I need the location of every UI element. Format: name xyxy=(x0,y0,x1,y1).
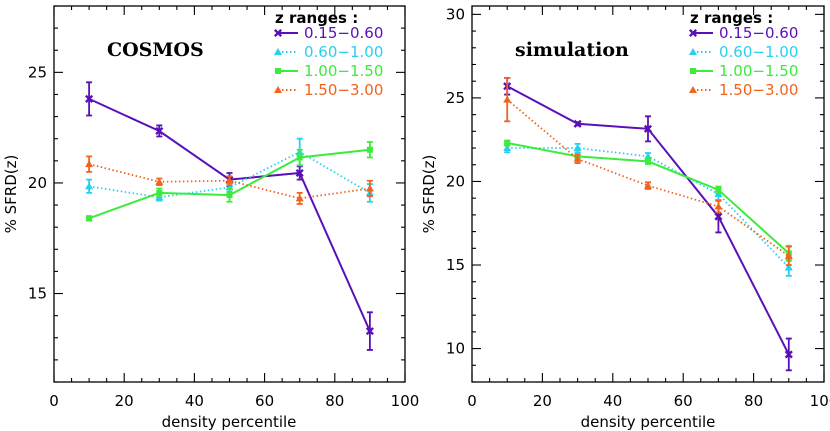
simulation-data-point xyxy=(573,154,582,162)
simulation-panel: simulation density percentile % SFRD(z) … xyxy=(420,5,830,431)
simulation-legend-label: 0.15−0.60 xyxy=(719,24,798,42)
cosmos-x-tick-label: 100 xyxy=(391,392,420,410)
simulation-x-tick-label: 40 xyxy=(603,392,622,410)
cosmos-data-point xyxy=(295,194,304,202)
cosmos-x-axis-title: density percentile xyxy=(162,413,297,431)
simulation-legend-title: z ranges : xyxy=(690,9,773,27)
cosmos-y-axis-title: % SFRD(z) xyxy=(2,155,20,234)
simulation-data-point xyxy=(573,119,582,128)
simulation-data-point xyxy=(715,186,722,193)
simulation-y-tick-label: 10 xyxy=(446,340,465,358)
cosmos-data-point xyxy=(295,168,304,178)
cosmos-data-point xyxy=(365,327,374,336)
simulation-y-tick-label: 15 xyxy=(446,256,465,274)
simulation-legend-label: 0.60−1.00 xyxy=(719,43,798,61)
cosmos-legend-marker xyxy=(274,48,282,55)
simulation-data-point xyxy=(645,158,651,165)
cosmos-legend-title: z ranges : xyxy=(275,9,358,27)
simulation-data-point xyxy=(503,144,512,152)
cosmos-ticks: 0 20 40 60 80 100 15 20 25 xyxy=(28,5,420,410)
cosmos-title: COSMOS xyxy=(107,39,204,61)
cosmos-legend-marker xyxy=(273,28,283,38)
simulation-x-tick-label: 60 xyxy=(674,392,693,410)
cosmos-data-point xyxy=(85,182,94,190)
cosmos-legend-label: 1.50−3.00 xyxy=(304,81,383,99)
cosmos-y-tick-label: 25 xyxy=(28,63,47,81)
simulation-y-tick-label: 25 xyxy=(446,89,465,107)
simulation-x-tick-label: 80 xyxy=(744,392,763,410)
cosmos-data-point xyxy=(225,176,234,184)
simulation-ticks: 0 20 40 60 80 100 10 15 20 25 30 xyxy=(446,5,830,410)
cosmos-legend: 0.15−0.600.60−1.001.00−1.501.50−3.00 xyxy=(273,24,383,99)
cosmos-legend-label: 0.60−1.00 xyxy=(304,43,383,61)
cosmos-y-tick-label: 15 xyxy=(28,285,47,303)
simulation-data-point xyxy=(644,181,652,189)
cosmos-x-tick-label: 0 xyxy=(49,392,59,410)
simulation-x-tick-label: 0 xyxy=(467,392,477,410)
cosmos-series-line-3 xyxy=(88,163,371,200)
simulation-data-point xyxy=(504,140,511,147)
simulation-series-line-1 xyxy=(507,147,790,269)
cosmos-data-point xyxy=(85,160,94,168)
cosmos-x-tick-label: 20 xyxy=(115,392,134,410)
simulation-legend-label: 1.00−1.50 xyxy=(719,62,798,80)
cosmos-legend-marker xyxy=(275,68,281,74)
simulation-title: simulation xyxy=(515,39,629,61)
simulation-data-point xyxy=(573,144,582,152)
simulation-x-axis-title: density percentile xyxy=(581,413,716,431)
simulation-series xyxy=(503,76,793,372)
simulation-x-tick-label: 100 xyxy=(810,392,830,410)
cosmos-series xyxy=(85,81,374,351)
cosmos-x-tick-label: 40 xyxy=(185,392,204,410)
cosmos-data-point xyxy=(226,192,233,199)
cosmos-legend-label: 0.15−0.60 xyxy=(304,24,383,42)
simulation-data-point xyxy=(643,124,653,133)
simulation-data-point xyxy=(784,251,793,259)
cosmos-data-point xyxy=(365,184,374,192)
simulation-data-point xyxy=(644,152,652,160)
simulation-legend-label: 1.50−3.00 xyxy=(719,81,798,99)
simulation-data-point xyxy=(714,212,723,221)
cosmos-legend-label: 1.00−1.50 xyxy=(304,62,383,80)
simulation-y-tick-label: 30 xyxy=(446,5,465,23)
cosmos-y-tick-label: 20 xyxy=(28,174,47,192)
cosmos-series-line-0 xyxy=(88,97,371,332)
simulation-legend-marker xyxy=(689,48,697,55)
cosmos-data-point xyxy=(366,146,373,153)
cosmos-data-point xyxy=(155,126,164,136)
simulation-legend-marker xyxy=(690,68,696,74)
cosmos-data-point xyxy=(85,94,94,103)
simulation-y-tick-label: 20 xyxy=(446,172,465,190)
cosmos-data-point xyxy=(86,215,93,222)
cosmos-x-tick-label: 80 xyxy=(325,392,344,410)
simulation-data-point xyxy=(784,350,793,359)
cosmos-data-point xyxy=(155,177,164,185)
simulation-legend: 0.15−0.600.60−1.001.00−1.501.50−3.00 xyxy=(688,24,798,99)
cosmos-legend-marker xyxy=(274,86,282,93)
simulation-legend-marker xyxy=(689,86,697,93)
cosmos-data-point xyxy=(296,154,303,161)
simulation-data-point xyxy=(714,202,723,210)
simulation-legend-marker xyxy=(688,28,698,38)
simulation-x-tick-label: 20 xyxy=(533,392,552,410)
simulation-data-point xyxy=(784,263,793,271)
simulation-data-point xyxy=(503,95,512,103)
cosmos-panel: COSMOS density percentile % SFRD(z) z ra… xyxy=(2,5,420,431)
cosmos-data-point xyxy=(156,189,163,196)
simulation-series-line-3 xyxy=(506,98,790,257)
simulation-y-axis-title: % SFRD(z) xyxy=(420,155,438,234)
cosmos-x-tick-label: 60 xyxy=(255,392,274,410)
